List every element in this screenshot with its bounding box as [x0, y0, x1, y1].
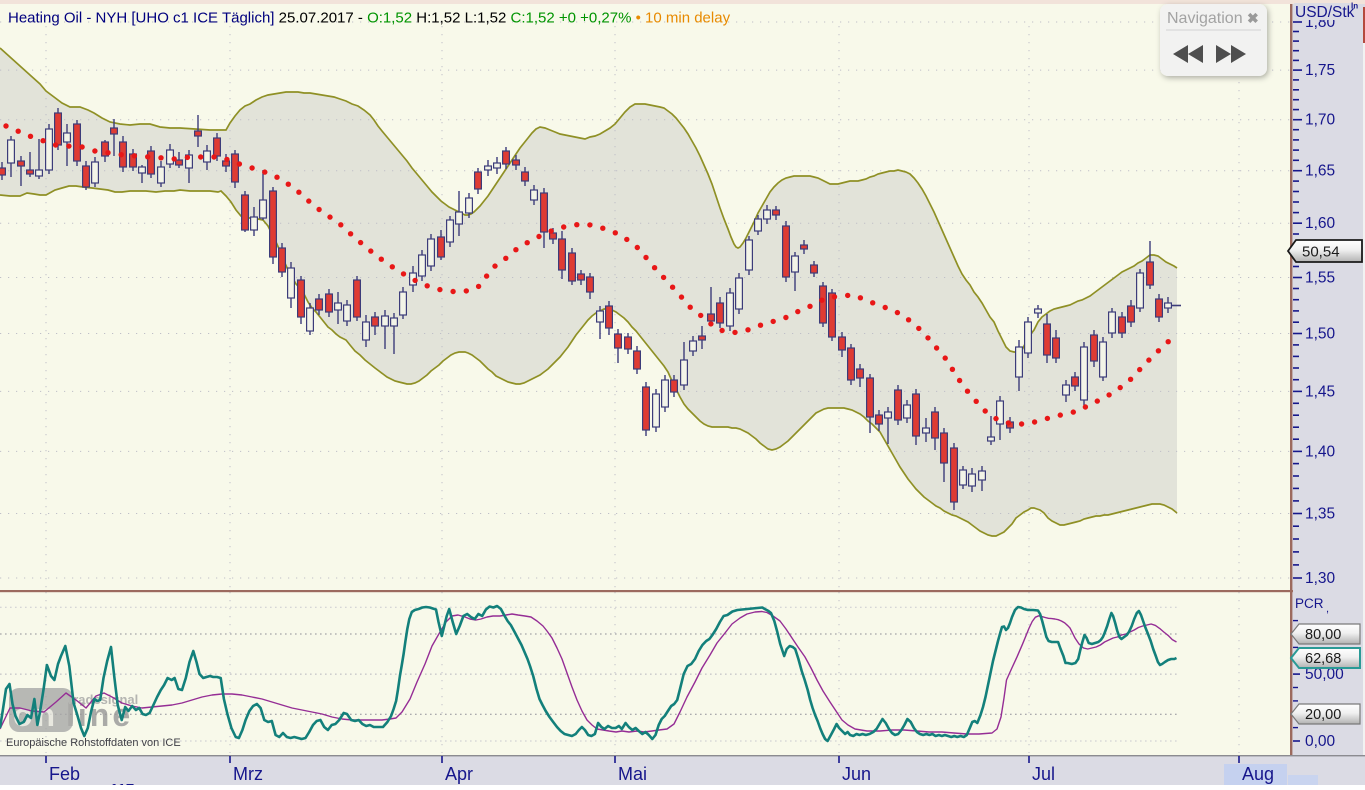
svg-text:Tradesignal: Tradesignal — [66, 692, 138, 707]
svg-text:Heating Oil - NYH [UHO c1 ICE: Heating Oil - NYH [UHO c1 ICE Täglich] 2… — [8, 10, 731, 27]
svg-text:Feb: Feb — [49, 764, 80, 784]
svg-text:Mrz: Mrz — [233, 764, 263, 784]
svg-text:1,65: 1,65 — [1305, 163, 1335, 180]
svg-text:0,00: 0,00 — [1305, 733, 1336, 750]
svg-text:Navigation: Navigation — [1167, 10, 1243, 27]
svg-text:✖: ✖ — [1247, 10, 1259, 26]
svg-text:50,00: 50,00 — [1305, 666, 1344, 683]
svg-text:1,35: 1,35 — [1305, 506, 1335, 523]
svg-text:1,75: 1,75 — [1305, 62, 1335, 79]
svg-text:,: , — [1326, 603, 1329, 615]
svg-text:1,70: 1,70 — [1305, 112, 1336, 129]
svg-text:80,00: 80,00 — [1305, 627, 1341, 643]
svg-text:Apr: Apr — [445, 764, 473, 784]
svg-text:62,68: 62,68 — [1305, 651, 1341, 667]
svg-text:Jun: Jun — [842, 764, 871, 784]
svg-text:USD/Stk: USD/Stk — [1295, 4, 1355, 21]
svg-text:1,30: 1,30 — [1305, 570, 1336, 587]
svg-text:Jul: Jul — [1032, 764, 1055, 784]
svg-text:1,60: 1,60 — [1305, 215, 1336, 232]
svg-text:Mai: Mai — [618, 764, 647, 784]
svg-text:1,55: 1,55 — [1305, 270, 1335, 287]
svg-text:Aug: Aug — [1242, 764, 1274, 784]
svg-text:117: 117 — [110, 781, 134, 785]
svg-text:1,45: 1,45 — [1305, 383, 1335, 400]
svg-text:PCR: PCR — [1295, 596, 1324, 611]
svg-text:1,40: 1,40 — [1305, 443, 1336, 460]
svg-text:In: In — [1351, 2, 1358, 11]
svg-text:20,00: 20,00 — [1305, 707, 1341, 723]
svg-text:Europäische Rohstoffdaten von: Europäische Rohstoffdaten von ICE — [6, 737, 181, 749]
svg-text:1,50: 1,50 — [1305, 326, 1336, 343]
svg-text:50,54: 50,54 — [1302, 243, 1340, 260]
